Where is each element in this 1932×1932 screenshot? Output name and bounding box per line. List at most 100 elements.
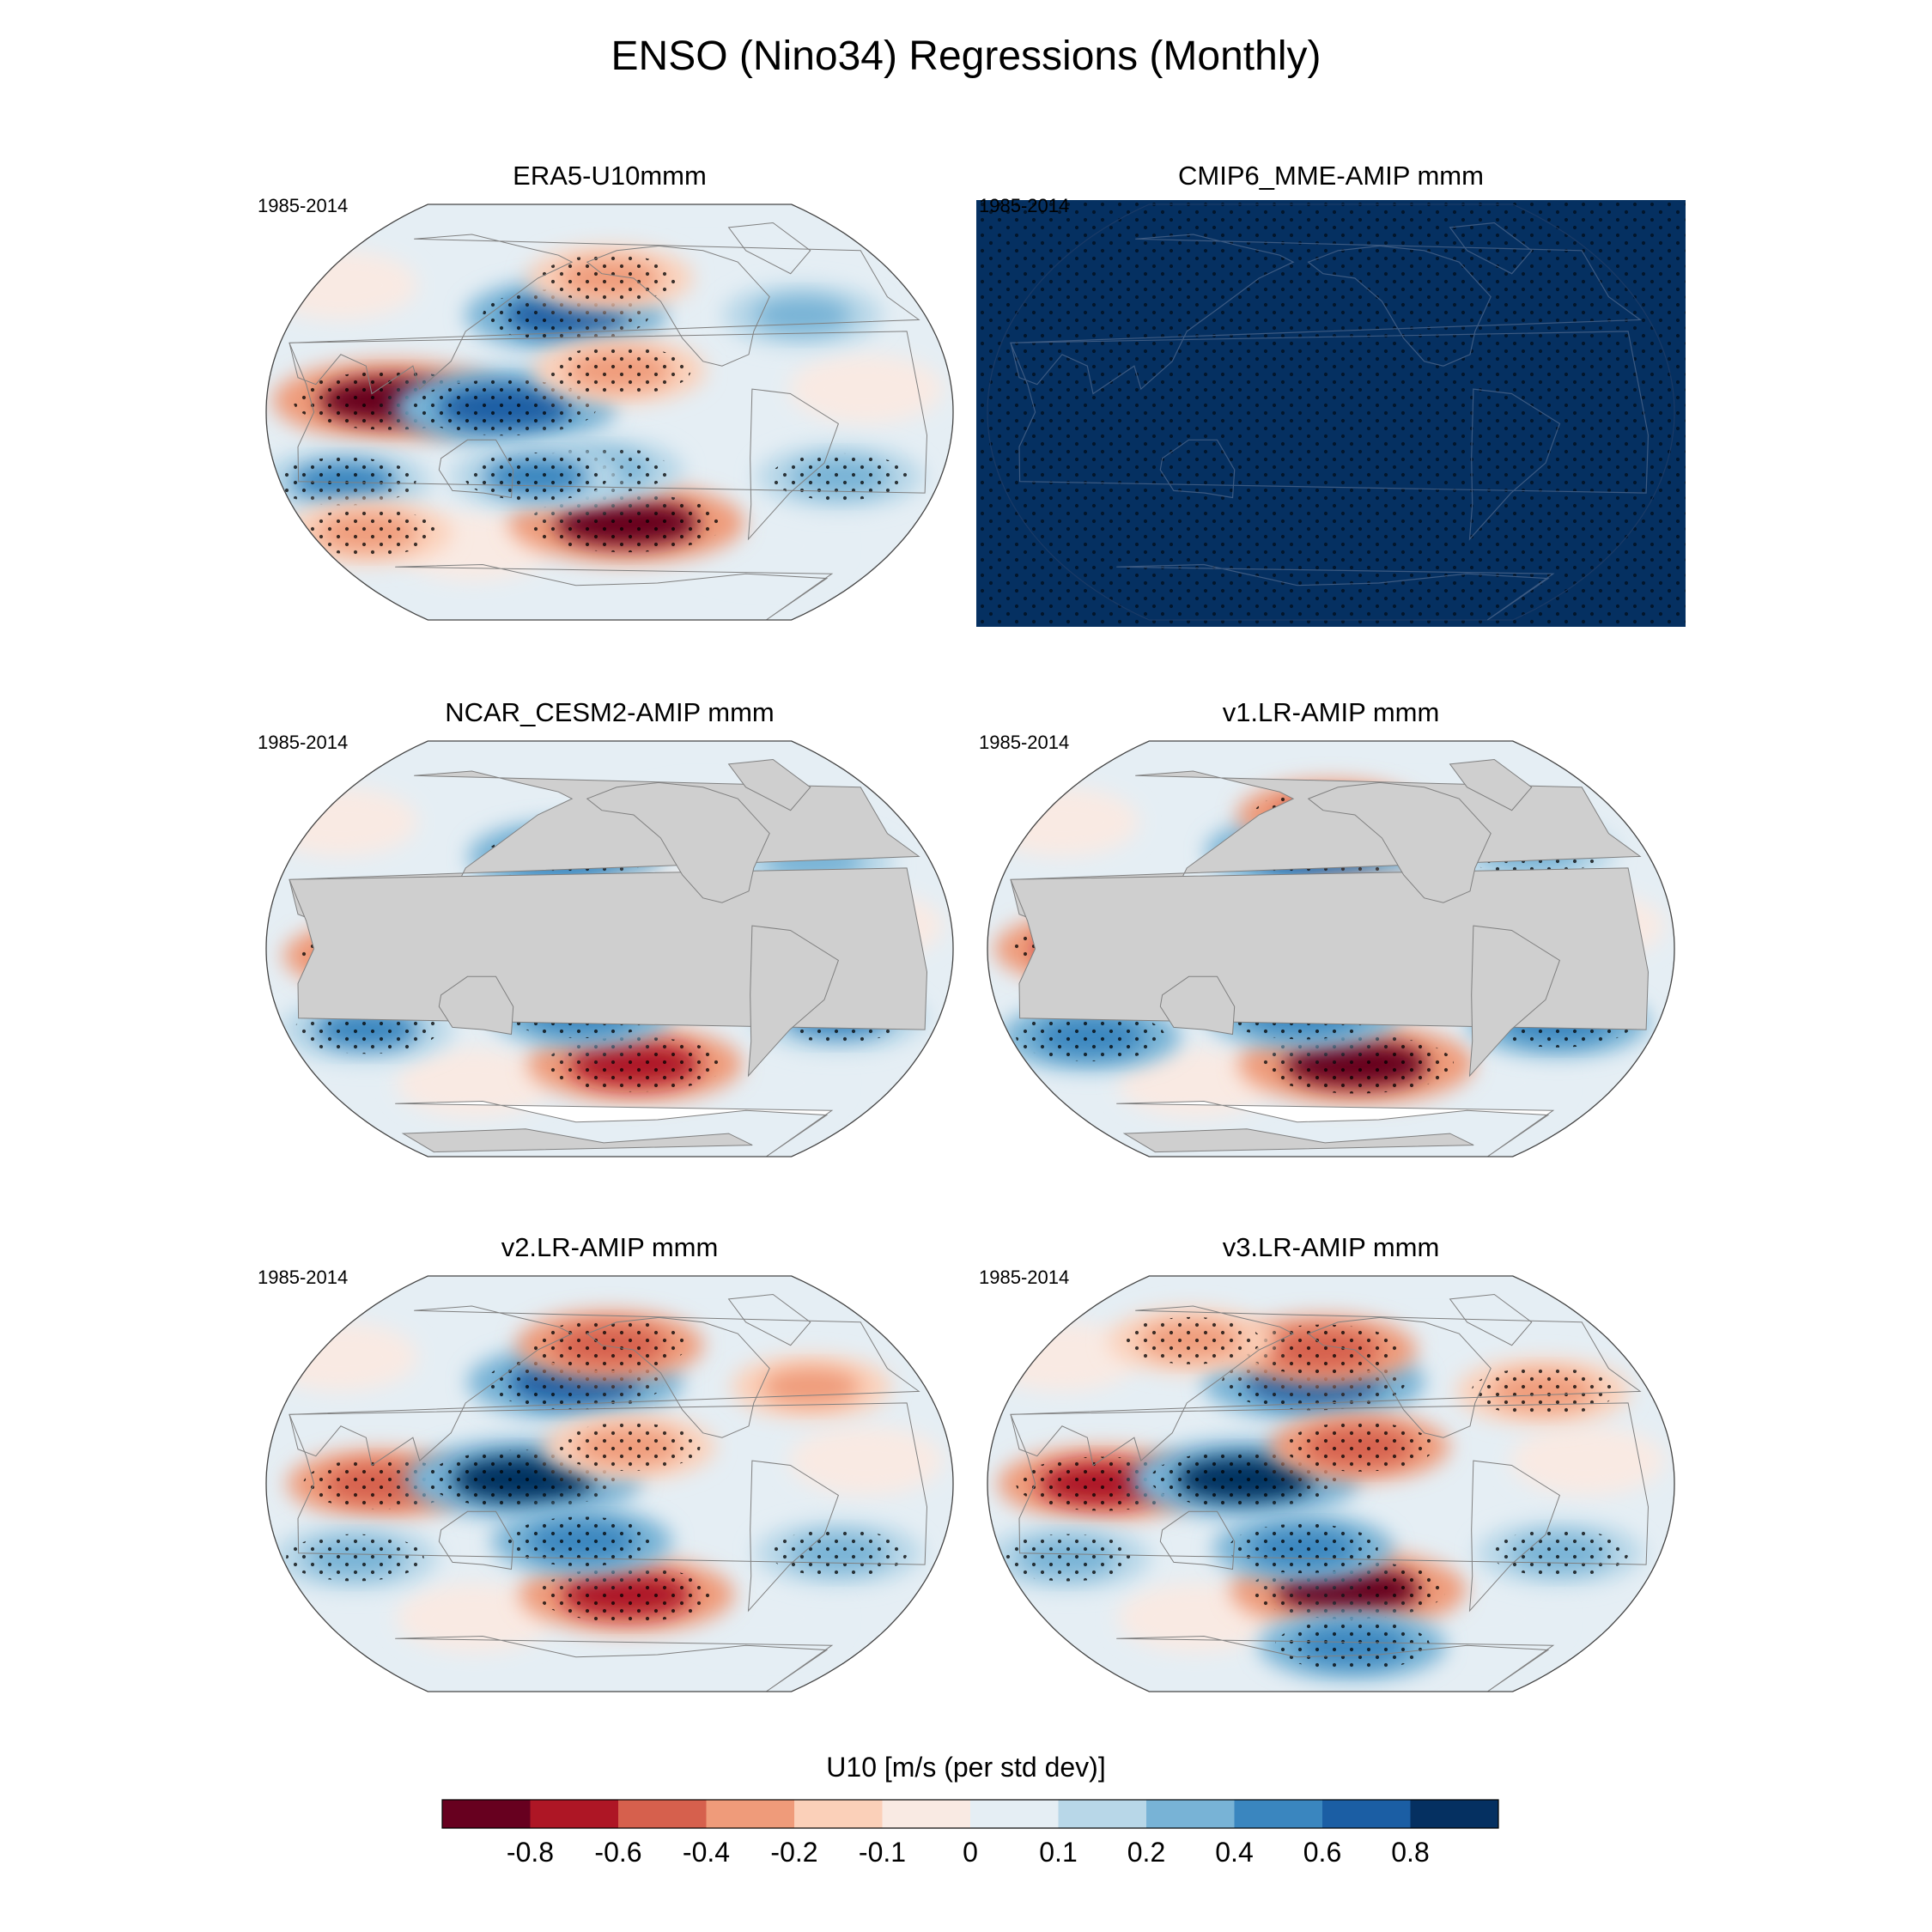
stipple-region	[286, 1534, 424, 1582]
coastline	[727, 1293, 811, 1346]
colorbar-bin	[1322, 1800, 1411, 1828]
map-field	[266, 1276, 953, 1692]
colorbar-tick-label: 0.6	[1303, 1837, 1341, 1868]
coastline	[1449, 758, 1533, 811]
colorbar-bin	[1234, 1800, 1323, 1828]
coastline	[747, 1460, 840, 1613]
coastline	[1449, 1293, 1533, 1346]
stipple-region	[529, 493, 725, 553]
stipple-region	[547, 346, 691, 395]
globe-outline	[265, 204, 954, 621]
coastline	[1116, 1100, 1555, 1157]
field-patch	[266, 787, 418, 857]
panel-period: 1985-2014	[979, 195, 1069, 216]
map-panel: v3.LR-AMIP mmm 1985-2014	[979, 1232, 1675, 1692]
field-patch	[788, 1426, 944, 1496]
coastline	[1159, 439, 1236, 499]
stipple-region	[769, 1529, 908, 1577]
coastline	[289, 234, 920, 395]
field-patch	[788, 355, 944, 424]
colorbar-tick-label: 0	[963, 1837, 978, 1868]
field-patch	[1510, 1426, 1665, 1496]
field-patch	[1117, 1048, 1273, 1117]
field-patch	[266, 1322, 418, 1392]
field-patch	[1117, 1583, 1273, 1652]
coastline	[1010, 1305, 1642, 1467]
coastline	[395, 1100, 834, 1157]
colorbar-bin	[442, 1800, 531, 1828]
stipple-region	[998, 1534, 1137, 1582]
colorbar-bin	[882, 1800, 971, 1828]
coastline	[1468, 925, 1561, 1078]
panel-period: 1985-2014	[258, 195, 348, 216]
colorbar-tick-label: -0.4	[683, 1837, 730, 1868]
panel-title: v1.LR-AMIP mmm	[1223, 697, 1440, 727]
coastline	[1010, 234, 1642, 395]
colorbar-bin	[794, 1800, 883, 1828]
anomaly-core	[753, 296, 852, 334]
colorbar-bin	[618, 1800, 707, 1828]
map-panel: ERA5-U10mmm 1985-2014	[258, 161, 954, 621]
colorbar-bin	[1058, 1800, 1147, 1828]
globe-outline	[265, 1275, 954, 1692]
coastline	[289, 867, 928, 1030]
figure-title: ENSO (Nino34) Regressions (Monthly)	[611, 33, 1321, 79]
stipple-region	[272, 457, 416, 506]
coastline	[438, 975, 514, 1036]
coastline	[727, 222, 811, 275]
coastline	[438, 1510, 514, 1571]
coastline	[289, 1402, 928, 1565]
field-patch	[396, 1583, 551, 1652]
stipple-region	[1015, 1012, 1165, 1061]
coastline	[1468, 1460, 1561, 1613]
coastline	[727, 758, 811, 811]
stipple-region	[532, 1320, 688, 1371]
field-patch	[396, 1048, 551, 1117]
coastline	[438, 439, 514, 499]
coastline	[586, 781, 770, 903]
map-field	[987, 1276, 1674, 1692]
coastline	[1449, 222, 1533, 275]
stipple-region	[556, 1422, 701, 1472]
stipple-region	[1285, 1422, 1434, 1472]
coastline	[586, 245, 770, 367]
coastline	[747, 388, 840, 541]
panel-title: NCAR_CESM2-AMIP mmm	[445, 697, 775, 727]
colorbar-bin	[530, 1800, 619, 1828]
coastline	[1307, 1316, 1492, 1438]
coastline	[395, 563, 834, 620]
stipple-region	[1245, 1324, 1400, 1376]
stipple-region	[1258, 1035, 1454, 1094]
stipple-region	[1228, 1523, 1378, 1574]
coastline	[1307, 245, 1492, 367]
coastline	[586, 1316, 770, 1438]
coastline	[1307, 781, 1492, 903]
antarctica-land	[1122, 1128, 1474, 1153]
colorbar-tick-label: 0.4	[1215, 1837, 1253, 1868]
map-field	[266, 741, 953, 1157]
globe-outline	[265, 740, 954, 1157]
colorbar-tick-label: -0.8	[507, 1837, 554, 1868]
antarctica-land	[401, 1128, 753, 1153]
map-field	[266, 204, 953, 620]
colorbar-tick-label: -0.1	[859, 1837, 906, 1868]
panel-title: ERA5-U10mmm	[513, 161, 707, 191]
colorbar-tick-label: 0.2	[1127, 1837, 1165, 1868]
stipple-region	[1471, 1367, 1615, 1416]
panel-title: v3.LR-AMIP mmm	[1223, 1232, 1440, 1262]
panel-period: 1985-2014	[258, 732, 348, 753]
stipple-region	[1491, 1529, 1629, 1577]
coastline	[1116, 563, 1555, 621]
stipple-region	[464, 453, 608, 501]
stipple-region	[770, 453, 909, 501]
coastline	[1468, 388, 1561, 541]
coastline	[395, 1635, 834, 1692]
colorbar-tick-label: 0.8	[1391, 1837, 1429, 1868]
map-panel: v1.LR-AMIP mmm 1985-2014	[979, 697, 1675, 1157]
colorbar-tick-label: -0.6	[594, 1837, 641, 1868]
panel-title: v2.LR-AMIP mmm	[501, 1232, 719, 1262]
globe-outline	[987, 740, 1675, 1157]
field-patch	[987, 787, 1139, 857]
